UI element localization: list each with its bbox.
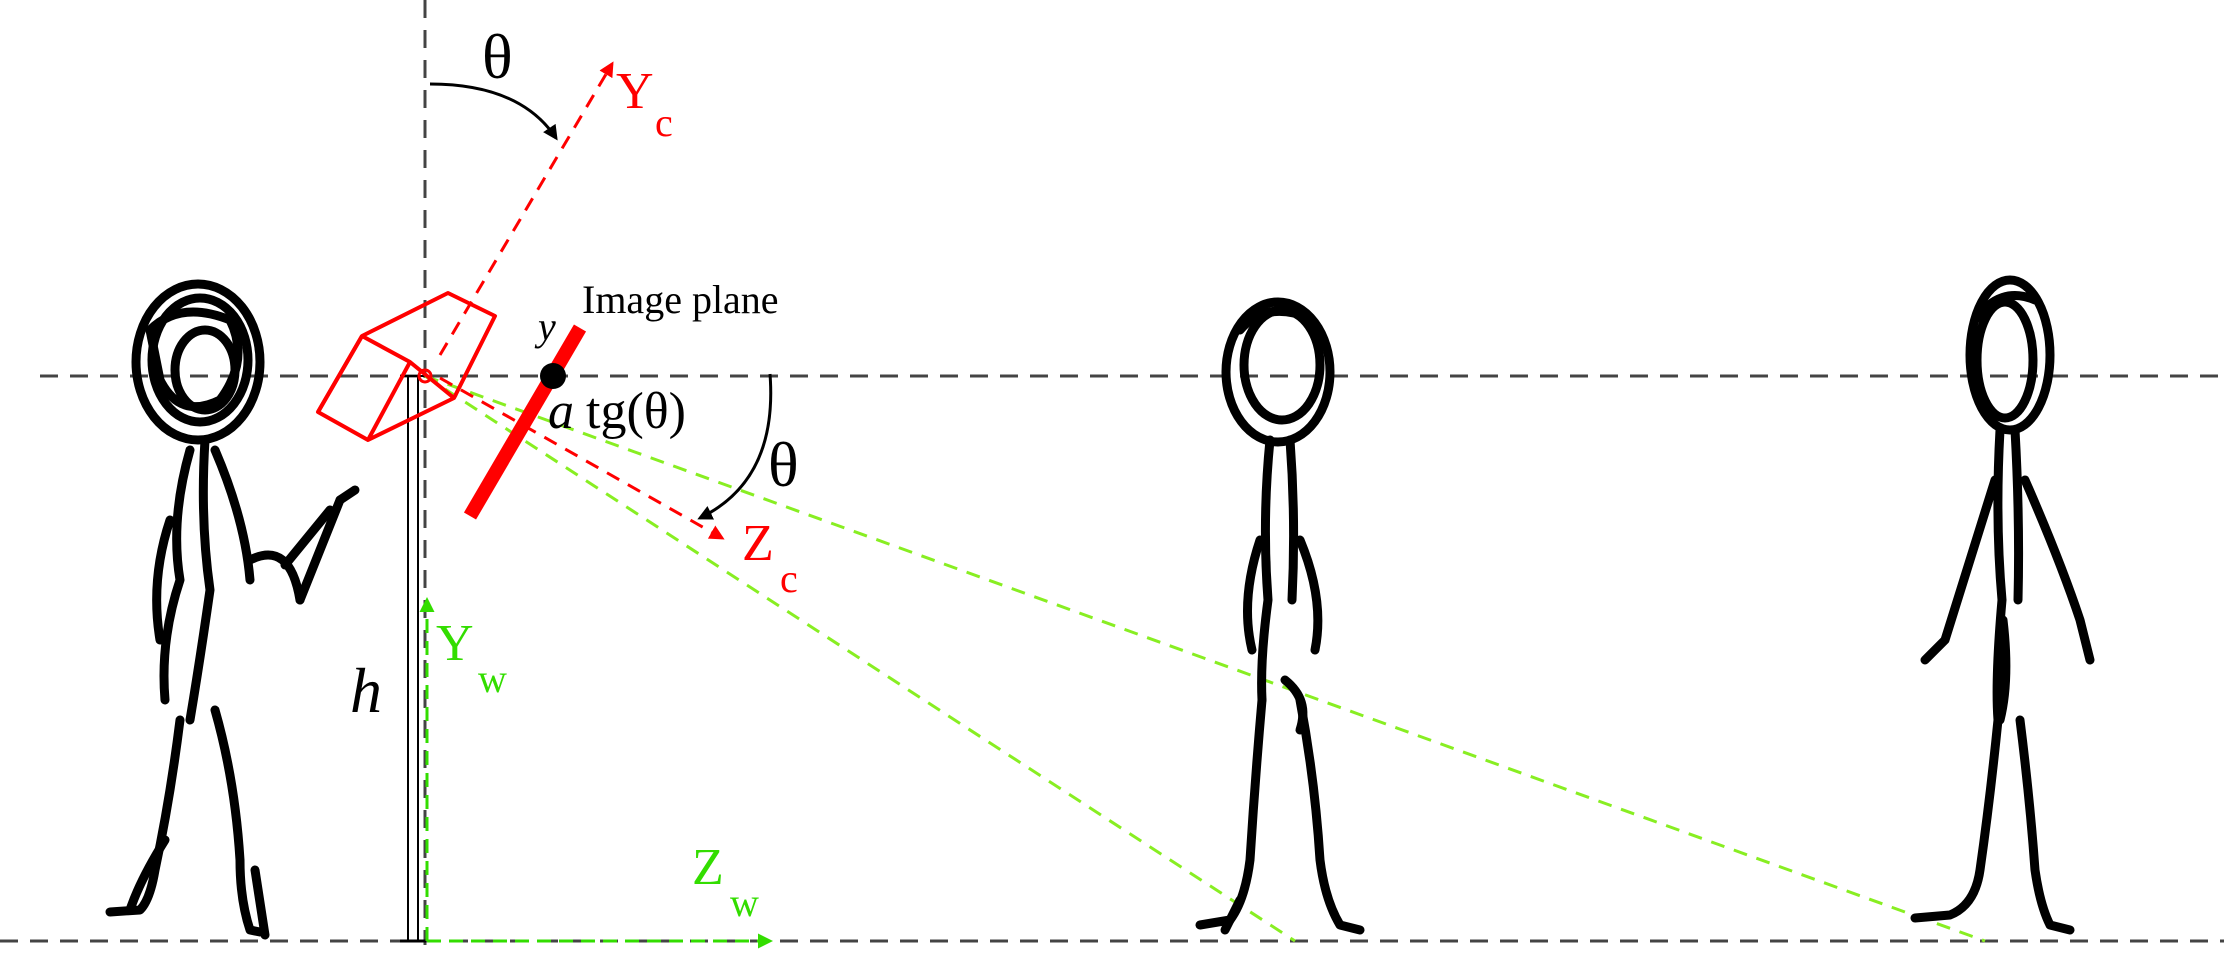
sight-line-far [424,374,1986,943]
camera-y-axis [438,61,614,356]
image-plane-label: Image plane [582,277,779,322]
image-y-label: y [534,304,556,349]
zc-subscript: c [780,556,798,601]
yw-subscript: w [478,656,507,701]
sight-line-near [424,374,1296,943]
height-h-label: h [350,655,382,726]
image-plane [463,324,587,520]
camera-icon [316,291,497,442]
theta-top-label: θ [482,21,513,92]
tg-theta-label: tg(θ) [586,383,686,440]
a-variable-label: a [548,383,574,440]
zw-subscript: w [730,880,759,925]
yc-subscript: c [655,100,673,145]
stick-figure-right [1910,275,2095,935]
theta-top-arc [429,82,558,141]
theta-right-arc [697,373,773,520]
zw-label: Z [692,839,724,896]
stick-figure-middle [1195,297,1365,935]
theta-right-label: θ [768,429,799,500]
yc-label: Y [616,63,654,120]
yw-label: Y [436,615,474,672]
zc-label: Z [742,515,774,572]
image-point [540,363,566,389]
camera-z-axis [439,376,725,540]
height-bar [400,375,426,943]
stick-figure-left [105,279,360,940]
